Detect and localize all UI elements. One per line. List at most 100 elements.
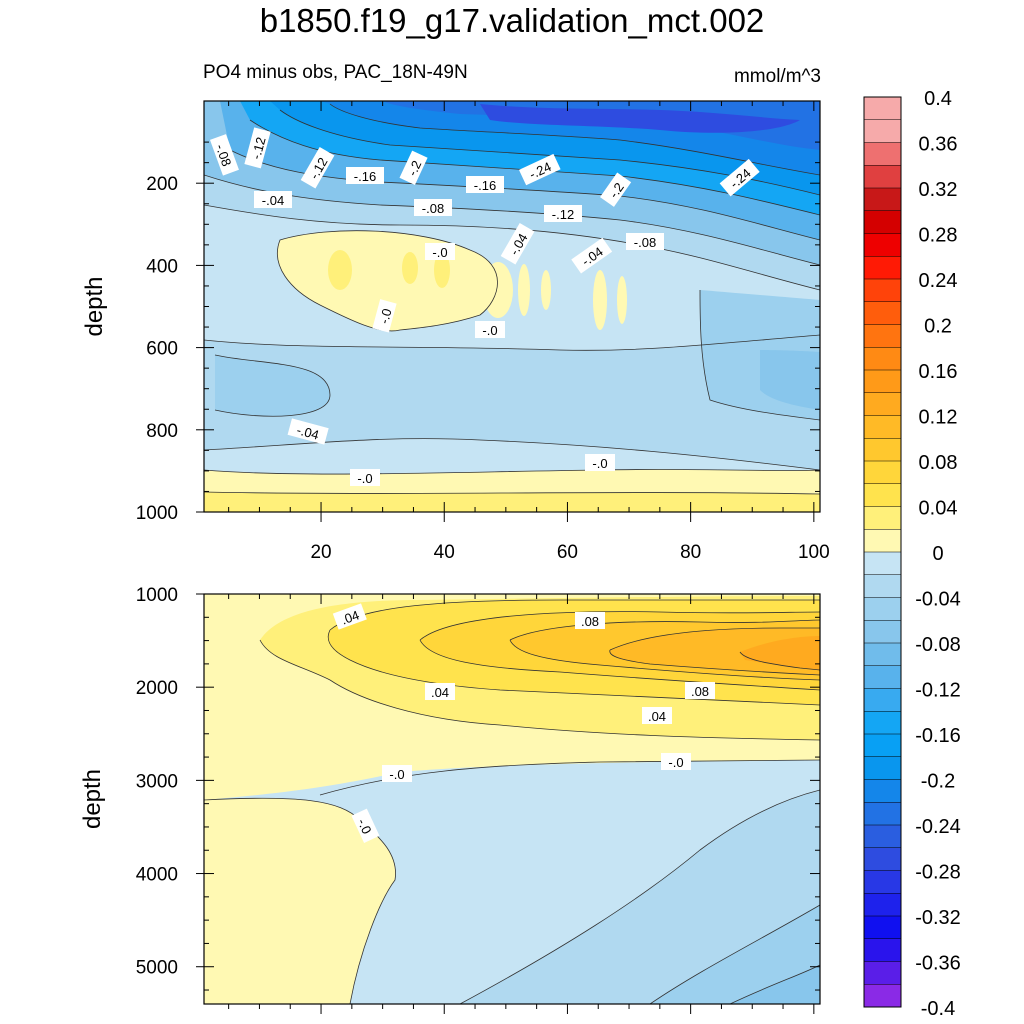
- colorbar-label: -0.4: [921, 998, 955, 1020]
- colorbar-cell: [864, 688, 901, 712]
- contour-label-box: [425, 243, 455, 260]
- contour-label-box: [300, 147, 335, 189]
- contour-label-text: .04: [431, 685, 449, 700]
- contour-label: .04: [425, 683, 455, 700]
- contour-label-box: [399, 150, 428, 185]
- contour-label-box: [642, 707, 672, 724]
- colorbar-label: 0.4: [924, 88, 952, 110]
- upper-patch-right-deep: [760, 350, 820, 410]
- colorbar-cell: [864, 870, 901, 894]
- contour-label-box: [600, 172, 632, 207]
- colorbar-label: -0.36: [915, 953, 961, 975]
- contour-label: -.0: [475, 321, 505, 338]
- colorbar-label: -0.04: [915, 589, 961, 611]
- colorbar-cell: [864, 893, 901, 917]
- colorbar-cell: [864, 188, 901, 212]
- colorbar-cell: [864, 506, 901, 530]
- contour-label-text: -.0: [389, 767, 404, 782]
- contour-label-box: [254, 191, 292, 208]
- contour-label-text: -.0: [592, 456, 607, 471]
- contour-label: -.0: [661, 753, 691, 770]
- lower-y-tick-label: 4000: [136, 865, 178, 886]
- contour-label-box: [346, 167, 384, 184]
- contour-label-box: [425, 683, 455, 700]
- colorbar-cell: [864, 233, 901, 257]
- contour-label: -.16: [346, 167, 384, 184]
- contour-label-text: -.0: [432, 245, 447, 260]
- contour-label-text: -.08: [634, 235, 656, 250]
- lower-neg-band-3: [650, 905, 820, 1004]
- colorbar-cell: [864, 324, 901, 348]
- lower-y-tick-label: 3000: [136, 771, 178, 792]
- upper-y-tick-label: 200: [146, 174, 178, 195]
- contour-label-box: [500, 223, 535, 265]
- upper-pos-blob-5: [518, 264, 530, 316]
- upper-pos-bottom-2: [204, 492, 820, 512]
- contour-label-box: [414, 199, 452, 216]
- lower-frame: [203, 593, 821, 1005]
- contour-label-text: -.2: [606, 180, 627, 201]
- chart-title: b1850.f19_g17.validation_mct.002: [259, 2, 765, 39]
- upper-pos-core-3: [434, 252, 450, 288]
- colorbar-cell: [864, 347, 901, 371]
- colorbar-cell: [864, 938, 901, 962]
- contour-label-box: [209, 134, 239, 176]
- colorbar-cell: [864, 461, 901, 485]
- colorbar-cell: [864, 620, 901, 644]
- contour-label: .08: [685, 682, 715, 699]
- contour-label-text: -.0: [376, 307, 394, 326]
- upper-y-tick-label: 1000: [136, 503, 178, 524]
- colorbar-label: -0.24: [915, 816, 961, 838]
- colorbar-label: 0: [932, 543, 943, 565]
- contour-label-text: -.16: [474, 178, 496, 193]
- contour-label: -.12: [244, 127, 271, 169]
- colorbar-label: 0.36: [919, 134, 958, 156]
- colorbar-cell: [864, 370, 901, 394]
- contour-label-box: [351, 808, 380, 843]
- upper-pos-blob-6: [541, 270, 551, 310]
- colorbar-cell: [864, 825, 901, 849]
- contour-label-text: -.04: [295, 422, 321, 442]
- contour-label: .04: [642, 707, 672, 724]
- upper-pos-core-1: [328, 250, 352, 290]
- contour-label-box: [518, 153, 561, 186]
- colorbar-label: -0.12: [915, 680, 961, 702]
- colorbar-cell: [864, 165, 901, 189]
- upper-pos-blob-7: [593, 270, 607, 330]
- colorbar-cell: [864, 847, 901, 871]
- contour-label-box: [661, 753, 691, 770]
- contour-label: -.0: [382, 765, 412, 782]
- contour-label: -.12: [544, 205, 582, 222]
- colorbar-cell: [864, 529, 901, 553]
- contour-label: -.08: [209, 134, 239, 176]
- contour-label-box: [382, 765, 412, 782]
- colorbar-label: 0.24: [919, 270, 958, 292]
- contour-label: -.04: [254, 191, 292, 208]
- contour-label-box: [287, 418, 329, 445]
- contour-label-text: -.12: [552, 207, 574, 222]
- colorbar-cell: [864, 756, 901, 780]
- upper-panel: [204, 101, 820, 512]
- colorbar-label: -0.16: [915, 725, 961, 747]
- colorbar-cell: [864, 392, 901, 416]
- colorbar-cell: [864, 552, 901, 576]
- colorbar-cell: [864, 711, 901, 735]
- contour-label-box: [544, 205, 582, 222]
- contour-label-text: -.0: [355, 816, 375, 836]
- contour-label-text: -.0: [482, 323, 497, 338]
- contour-label-text: .04: [339, 607, 361, 627]
- colorbar-label: 0.32: [919, 179, 958, 201]
- contour-label: .08: [575, 612, 605, 629]
- x-tick-label: 80: [680, 542, 701, 563]
- colorbar-label: 0.16: [919, 361, 958, 383]
- contour-label: -.2: [600, 172, 632, 207]
- contour-label: -.0: [585, 454, 615, 471]
- colorbar-label: 0.2: [924, 316, 952, 338]
- contour-label-box: [332, 603, 367, 630]
- colorbar-cell: [864, 734, 901, 758]
- lower-pos-west: [204, 798, 396, 1004]
- upper-y-tick-label: 400: [146, 256, 178, 277]
- colorbar-label: -0.32: [915, 907, 961, 929]
- upper-pos-blob-4: [483, 262, 513, 318]
- contour-label-text: -.16: [354, 169, 376, 184]
